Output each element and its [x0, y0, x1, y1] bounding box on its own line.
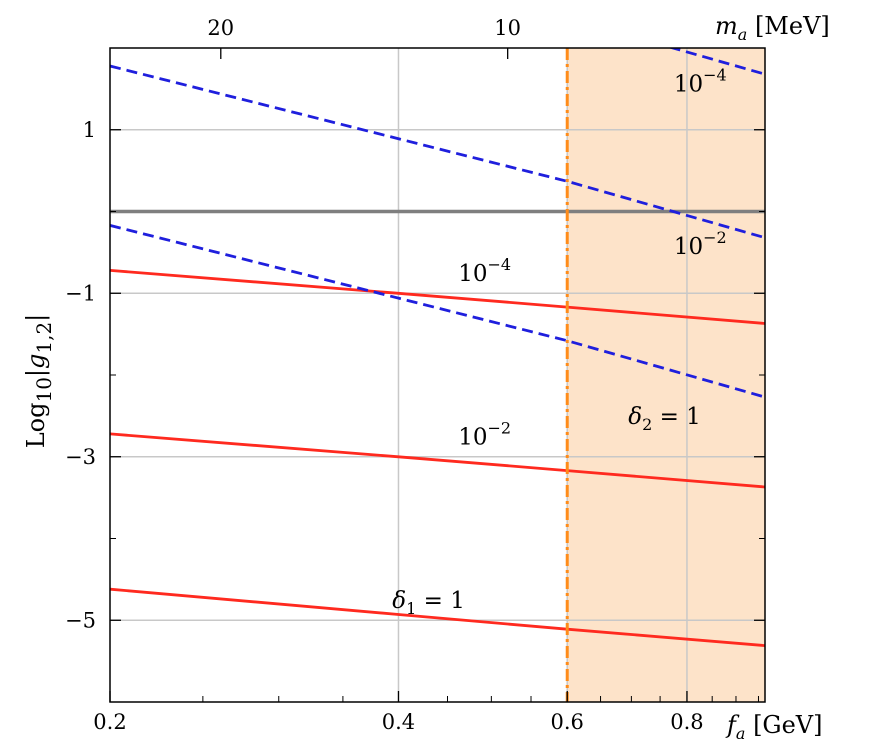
x-tick-label: 0.6	[551, 710, 584, 734]
annotation-value: = 1	[652, 404, 701, 430]
annotation-value: = 1	[416, 588, 465, 614]
x-tick-label: 0.2	[93, 710, 126, 734]
y-axis-label-g-subscript: 1,2	[32, 322, 56, 354]
y-axis-label-g: |g	[22, 354, 51, 377]
delta1-line-0	[110, 587, 765, 647]
series-group	[110, 48, 765, 647]
annotation-base: 10	[674, 234, 703, 260]
annotation-delta: δ	[628, 404, 642, 430]
y-tick-label: −5	[65, 608, 96, 632]
top-tick-label: 20	[207, 16, 234, 40]
annotation-d1-2: 10−2	[458, 418, 511, 450]
annotation-d2-1: δ2 = 1	[628, 404, 701, 434]
top-tick-label: 10	[494, 16, 521, 40]
delta2-line-3	[110, 224, 765, 399]
x-tick-label: 0.4	[382, 710, 415, 734]
excluded-region	[567, 48, 765, 702]
annotation-base: 10	[458, 424, 487, 450]
x-axis-label: fa [GeV]	[725, 711, 823, 743]
annotation-d1-4: 10−4	[458, 255, 511, 287]
top-axis-label-symbol: m	[715, 12, 738, 40]
annotation-base: 10	[674, 71, 703, 97]
x-axis-label-unit: [GeV]	[745, 711, 822, 739]
annotation-subscript: 1	[406, 599, 416, 618]
annotation-exponent: −2	[703, 228, 727, 247]
delta2-line-4	[110, 64, 765, 240]
annotation-d2-4: 10−4	[674, 65, 727, 97]
y-tick-label: 1	[83, 118, 96, 142]
y-tick-label: −3	[65, 445, 96, 469]
annotation-exponent: −4	[487, 255, 511, 274]
annotation-d1-1: δ1 = 1	[392, 588, 465, 618]
top-axis-label-unit: [MeV]	[747, 12, 829, 40]
annotation-base: 10	[458, 261, 487, 287]
y-axis-label-subscript: 10	[32, 377, 56, 402]
top-axis-label: ma [MeV]	[715, 12, 830, 44]
x-axis-label-subscript: a	[736, 724, 746, 743]
annotation-exponent: −4	[703, 65, 727, 84]
delta1-line-2	[110, 269, 765, 325]
y-tick-label: −1	[65, 281, 96, 305]
x-tick-label: 0.8	[670, 710, 703, 734]
annotation-delta: δ	[392, 588, 406, 614]
y-axis-label-bar: |	[22, 314, 51, 322]
annotation-d2-2: 10−2	[674, 228, 727, 260]
annotation-subscript: 2	[642, 415, 652, 434]
annotation-exponent: −2	[487, 418, 511, 437]
top-axis-label-subscript: a	[738, 25, 748, 44]
y-axis-label: Log10|g1,2|	[22, 314, 56, 449]
y-axis-label-main: Log	[22, 403, 50, 449]
delta1-line-1	[110, 432, 765, 489]
